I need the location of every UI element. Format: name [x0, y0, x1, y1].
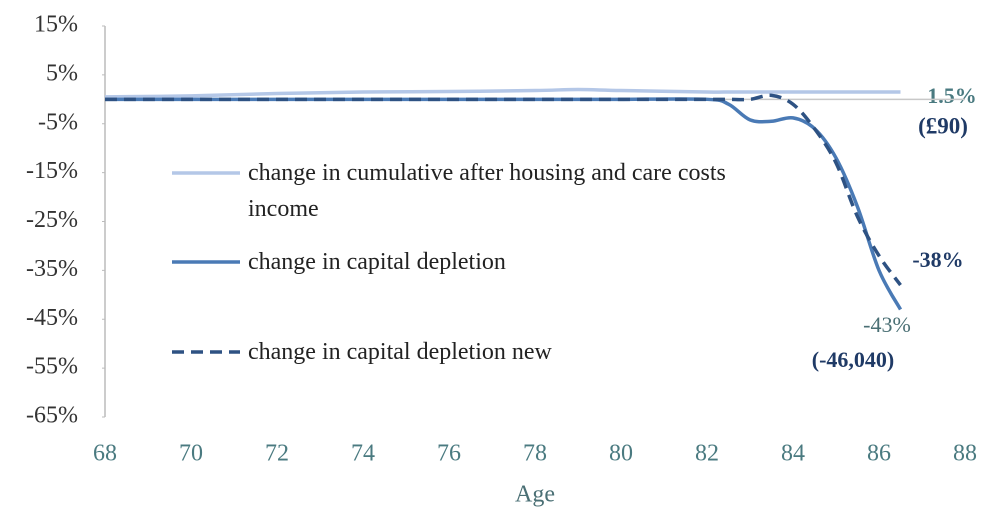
x-tick-label: 72: [265, 441, 289, 467]
x-tick-label: 84: [781, 441, 805, 467]
legend-label: change in cumulative after housing and c…: [248, 160, 726, 222]
series-line: [104, 87, 901, 99]
x-tick-label: 74: [351, 441, 375, 467]
x-tick-label: 88: [953, 441, 977, 467]
x-tick-label: 82: [695, 441, 719, 467]
y-tick-label: -65%: [26, 403, 78, 429]
x-axis-label: Age: [515, 482, 555, 508]
annotation: (£90): [918, 113, 968, 138]
y-tick-label: -45%: [26, 305, 78, 331]
y-tick-label: -15%: [26, 158, 78, 184]
x-tick-label: 86: [867, 441, 891, 467]
y-tick-label: -25%: [26, 207, 78, 233]
annotation: (-46,040): [812, 347, 894, 372]
x-tick-label: 76: [437, 441, 461, 467]
annotation: -43%: [863, 312, 911, 337]
x-tick-label: 68: [93, 441, 117, 467]
y-tick-label: -35%: [26, 256, 78, 282]
series-line: [104, 93, 902, 287]
y-tick-label: 15%: [34, 12, 78, 38]
x-tick-label: 70: [179, 441, 203, 467]
y-tick-label: -5%: [38, 109, 78, 135]
y-tick-label: -55%: [26, 354, 78, 380]
legend-label: change in capital depletion: [248, 249, 506, 275]
x-tick-label: 80: [609, 441, 633, 467]
annotation: -38%: [912, 247, 963, 272]
legend-label: change in capital depletion new: [248, 339, 552, 365]
annotation: 1.5%: [927, 83, 977, 108]
x-tick-label: 78: [523, 441, 547, 467]
y-tick-label: 5%: [46, 60, 78, 86]
